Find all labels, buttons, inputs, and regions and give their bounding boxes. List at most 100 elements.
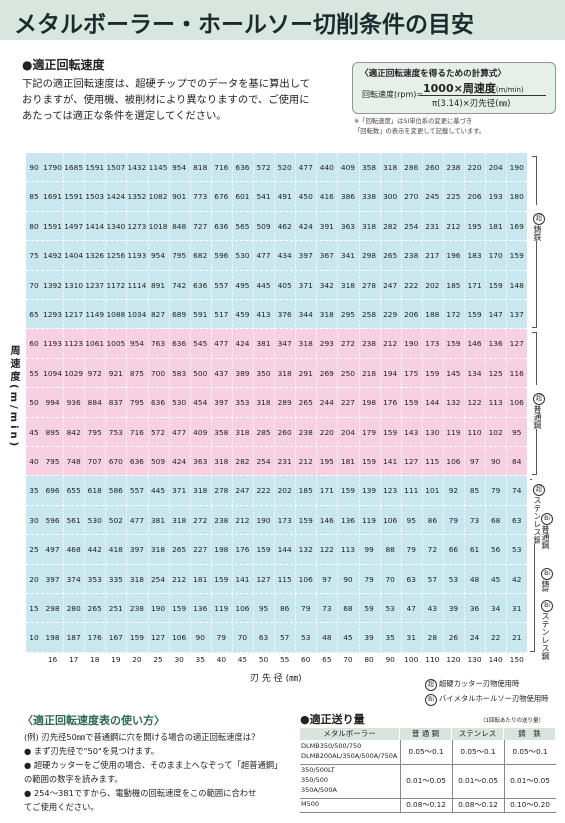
cell: 318 — [340, 280, 355, 290]
cell: 682 — [193, 251, 208, 261]
cell: 342 — [319, 280, 334, 290]
cell: 206 — [467, 192, 482, 202]
feed-value: 0.01～0.05 — [458, 776, 498, 785]
intro-heading: ●適正回転速度 — [22, 58, 105, 72]
cell: 381 — [150, 515, 166, 525]
column-line — [379, 153, 381, 653]
cell: 212 — [298, 457, 313, 466]
column-line — [337, 153, 339, 653]
usage-line: ● まず刃先径で"50"を見つけます。 — [24, 746, 160, 756]
cell: 195 — [467, 221, 482, 231]
cell: 175 — [404, 368, 419, 378]
cell: 123 — [383, 486, 398, 496]
feed-model: 350/500 — [301, 776, 329, 784]
cell: 409 — [193, 427, 208, 437]
cell: 1193 — [127, 251, 147, 261]
speed-label: 50 — [29, 398, 39, 408]
cell: 363 — [340, 221, 355, 231]
cell: 48 — [469, 574, 480, 584]
usage-heading: 〈適正回転速度表の使い方〉 — [22, 714, 165, 727]
cell: 254 — [150, 574, 166, 584]
diameter-label: 120 — [446, 654, 461, 664]
diameter-label: 35 — [195, 654, 205, 664]
legend-item: 超超硬カッター刃物使用時 — [425, 676, 548, 691]
cell: 1310 — [64, 280, 84, 290]
feed-model: M500 — [301, 800, 320, 808]
cell: 132 — [298, 545, 313, 555]
cell: 1591 — [43, 221, 62, 231]
cell: 47 — [406, 604, 416, 613]
cell: 106 — [509, 398, 524, 408]
cell: 295 — [340, 310, 355, 319]
cell: 204 — [340, 427, 355, 437]
cell: 119 — [214, 604, 229, 613]
cell: 218 — [361, 368, 377, 378]
cell: 477 — [129, 515, 144, 525]
speed-axis-label: 周速度(m/min) — [8, 345, 19, 450]
cell: 272 — [340, 339, 355, 349]
legend-item: Bi バイメタルホールソー刃物使用時 — [425, 691, 548, 706]
formula-bar — [420, 95, 546, 96]
cell: 495 — [235, 280, 250, 290]
cell: 212 — [446, 221, 461, 231]
cell: 145 — [446, 368, 461, 378]
cell: 596 — [45, 515, 60, 525]
cell: 225 — [446, 192, 461, 202]
cell: 70 — [237, 633, 248, 643]
cell: 1293 — [43, 310, 62, 319]
cell: 68 — [343, 604, 353, 613]
cell: 636 — [129, 457, 144, 466]
side-label: Bi 普通鋼 — [540, 505, 554, 549]
cell: 517 — [214, 310, 229, 319]
cell: 381 — [256, 339, 271, 349]
cell: 227 — [340, 398, 355, 408]
cell: 229 — [383, 310, 398, 319]
cell: 318 — [256, 398, 271, 408]
cell: 289 — [277, 398, 292, 408]
cell: 202 — [277, 486, 292, 496]
cell: 376 — [277, 310, 292, 319]
bracket — [532, 156, 537, 329]
cell: 338 — [361, 192, 377, 202]
cell: 141 — [235, 574, 250, 584]
cell: 424 — [172, 457, 187, 466]
cell: 1432 — [127, 163, 147, 172]
cell: 198 — [45, 633, 60, 643]
cell: 39 — [364, 633, 374, 643]
cell: 238 — [129, 604, 144, 613]
feed-header: メタルボーラー — [300, 728, 400, 740]
cell: 238 — [404, 251, 419, 261]
cell: 110 — [467, 427, 482, 437]
speed-label: 75 — [29, 251, 39, 261]
cell: 35 — [385, 633, 395, 643]
cell: 344 — [298, 310, 313, 319]
numerator: 1000×周速度 — [423, 82, 496, 95]
diameter-axis-label: 刃 先 径 (㎜) — [250, 674, 302, 684]
cell: 397 — [129, 545, 144, 555]
feed-col-line — [452, 764, 453, 798]
cell: 85 — [469, 486, 480, 496]
cell: 198 — [361, 398, 377, 408]
feed-col-line — [504, 764, 505, 798]
cell: 159 — [172, 604, 187, 613]
cell: 269 — [319, 368, 334, 378]
cell: 462 — [277, 221, 292, 231]
cell: 53 — [385, 604, 395, 613]
cell: 260 — [425, 163, 440, 172]
cell: 1005 — [106, 339, 126, 349]
cell: 591 — [193, 310, 208, 319]
feed-header: 普 通 鋼 — [400, 728, 452, 740]
cell: 159 — [298, 515, 313, 525]
intro-line: おりますが、使用機、被削材により異なりますので、ご使用に — [22, 94, 310, 106]
cell: 727 — [193, 221, 208, 231]
cell: 106 — [172, 633, 187, 643]
cell: 187 — [66, 633, 81, 643]
cell: 318 — [129, 574, 144, 584]
cell: 146 — [467, 339, 482, 349]
cell: 1029 — [64, 368, 84, 378]
cell: 636 — [193, 280, 208, 290]
cell: 144 — [425, 398, 440, 408]
diameter-label: 25 — [153, 654, 163, 664]
cell: 95 — [512, 427, 522, 437]
legend-mark: 超 — [425, 679, 437, 691]
